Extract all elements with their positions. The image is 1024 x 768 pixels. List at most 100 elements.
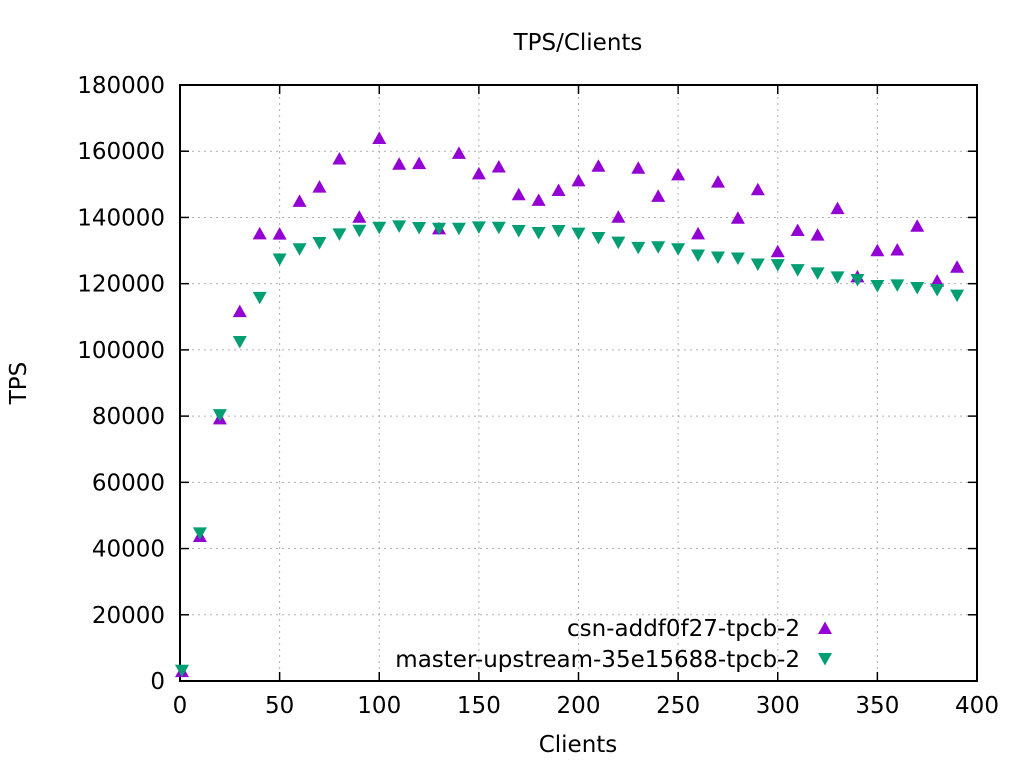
data-point-marker [651, 241, 666, 254]
y-axis-label: TPS [6, 362, 32, 406]
data-point-marker [412, 222, 427, 235]
chart-title: TPS/Clients [513, 30, 643, 56]
data-point-marker [174, 664, 189, 678]
plot-border [179, 84, 978, 682]
data-point-marker [432, 222, 447, 236]
series-csn-addf0f27-tpcb-2 [174, 131, 965, 678]
x-tick-label: 100 [357, 693, 401, 719]
data-point-marker [910, 219, 925, 232]
y-tick-label: 180000 [77, 73, 165, 99]
data-point-marker [352, 224, 367, 238]
data-point-marker [571, 173, 586, 187]
data-point-marker [631, 241, 646, 255]
tick-label-layer: 0 50 100 150 200 250 300 350 400 0 20000 40000 60000… [77, 73, 999, 719]
y-tick-label: 0 [150, 669, 165, 695]
data-point-marker [651, 189, 666, 202]
data-point-marker [850, 274, 865, 287]
data-point-marker [950, 289, 965, 303]
data-point-marker [591, 231, 606, 245]
data-point-marker [272, 253, 287, 266]
data-point-marker [818, 621, 832, 634]
data-point-marker [790, 223, 805, 237]
data-point-marker [710, 251, 725, 265]
y-tick-label: 160000 [77, 139, 165, 165]
data-point-marker [272, 227, 287, 240]
data-point-marker [930, 274, 945, 287]
y-tick-label: 20000 [92, 603, 165, 629]
data-point-marker [491, 221, 506, 235]
y-tick-label: 140000 [77, 205, 165, 231]
data-point-marker [312, 236, 327, 250]
y-tick-label: 100000 [77, 338, 165, 364]
data-point-marker [691, 226, 706, 240]
data-point-marker [810, 267, 825, 280]
data-point-marker [192, 527, 207, 540]
y-tick-label: 80000 [92, 404, 165, 430]
y-tick-label: 120000 [77, 272, 165, 298]
data-point-marker [770, 259, 785, 272]
data-point-marker [252, 291, 267, 305]
data-point-marker [750, 182, 765, 196]
x-tick-label: 250 [656, 693, 700, 719]
data-point-marker [571, 227, 586, 241]
data-point-marker [890, 279, 905, 292]
x-tick-label: 350 [855, 693, 899, 719]
data-point-marker [818, 653, 832, 666]
data-point-marker [392, 157, 407, 170]
data-point-marker [870, 279, 885, 293]
data-point-marker [471, 166, 486, 180]
legend-label: master-upstream-35e15688-tpcb-2 [395, 647, 800, 673]
data-point-marker [950, 260, 965, 273]
legend: csn-addf0f27-tpcb-2 master-upstream-35e15… [395, 616, 832, 673]
data-point-marker [930, 283, 945, 297]
data-point-marker [412, 156, 427, 170]
data-point-marker [810, 228, 825, 241]
data-point-marker [830, 271, 845, 284]
data-point-marker [890, 243, 905, 256]
data-point-marker [631, 161, 646, 174]
legend-label: csn-addf0f27-tpcb-2 [567, 616, 800, 642]
data-point-marker [332, 152, 347, 165]
data-point-marker [451, 146, 466, 159]
data-point-marker [591, 159, 606, 172]
data-point-marker [292, 243, 307, 256]
x-tick-label: 300 [756, 693, 800, 719]
data-point-marker [232, 304, 247, 318]
data-point-marker [292, 194, 307, 207]
data-point-marker [511, 225, 526, 238]
data-point-marker [551, 183, 566, 196]
data-point-marker [232, 335, 247, 349]
data-point-marker [671, 243, 686, 256]
data-point-marker [910, 281, 925, 295]
data-point-marker [392, 220, 407, 233]
series-layer [174, 131, 965, 678]
data-point-marker [352, 210, 367, 223]
data-point-marker [750, 258, 765, 271]
data-point-marker [252, 226, 267, 240]
data-point-marker [671, 167, 686, 181]
data-point-marker [830, 201, 845, 215]
data-point-marker [212, 409, 227, 422]
x-tick-label: 150 [457, 693, 501, 719]
x-tick-label: 50 [265, 693, 294, 719]
data-point-marker [531, 227, 546, 240]
data-point-marker [491, 159, 506, 173]
data-point-marker [870, 243, 885, 257]
x-axis-label: Clients [539, 732, 618, 758]
data-point-marker [332, 228, 347, 241]
series-master-upstream-35e15688-tpcb-2 [174, 220, 965, 678]
data-point-marker [611, 236, 626, 250]
data-point-marker [511, 187, 526, 201]
data-point-marker [551, 225, 566, 238]
y-tick-label: 60000 [92, 470, 165, 496]
x-tick-label: 0 [173, 693, 188, 719]
data-point-marker [691, 249, 706, 263]
data-point-marker [372, 131, 387, 144]
x-tick-label: 400 [955, 693, 999, 719]
y-tick-label: 40000 [92, 537, 165, 563]
data-point-marker [730, 252, 745, 266]
data-point-marker [730, 211, 745, 224]
data-point-marker [770, 244, 785, 258]
